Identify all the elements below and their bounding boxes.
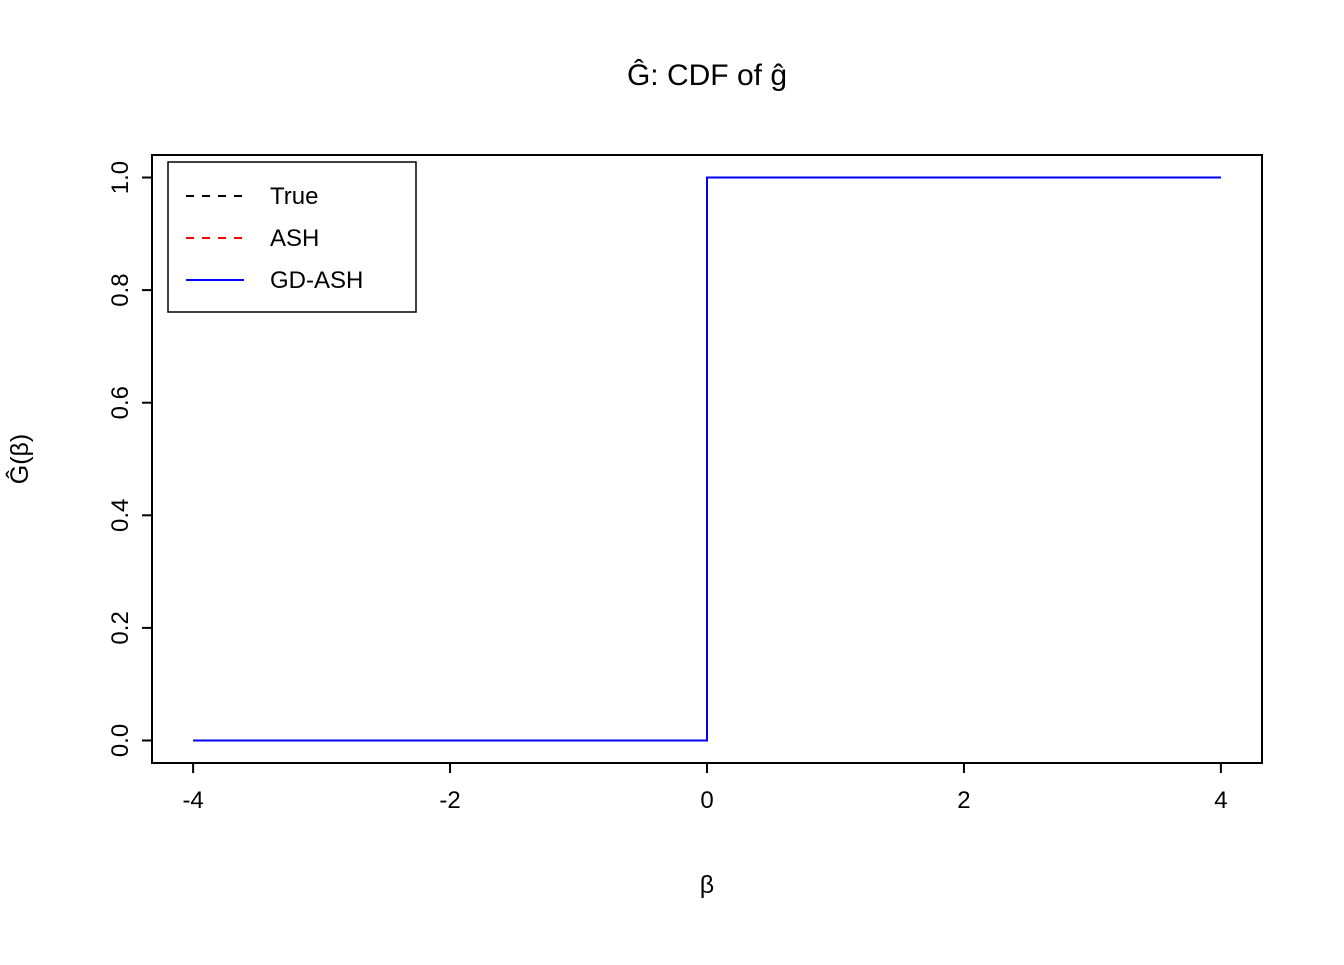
x-tick-label: 0 (700, 787, 713, 814)
series-line-gd-ash (193, 176, 1221, 742)
legend-box (167, 161, 417, 313)
legend-item-true: True (186, 183, 318, 210)
legend-label: GD-ASH (270, 267, 363, 294)
legend-label: True (270, 183, 318, 210)
chart-title: Ĝ: CDF of ĝ (627, 58, 787, 92)
legend-item-ash: ASH (186, 225, 319, 252)
legend: True ASH GD-ASH (167, 161, 417, 313)
y-tick-label: 0.2 (107, 611, 134, 644)
y-tick-label: 0.8 (107, 273, 134, 306)
x-tick-label: -4 (182, 787, 203, 814)
x-tick-label: 4 (1214, 787, 1227, 814)
y-axis-label: Ĝ(β) (5, 434, 34, 484)
legend-item-gd-ash: GD-ASH (186, 267, 363, 294)
x-axis-label: β (700, 871, 714, 899)
x-tick-label: 2 (957, 787, 970, 814)
y-tick-label: 0.6 (107, 386, 134, 419)
plot-area: -4 -2 0 2 4 0.0 0.2 0.4 0.6 0.8 1.0 (107, 154, 1263, 814)
y-tick-label: 0.4 (107, 499, 134, 532)
x-tick-label: -2 (439, 787, 460, 814)
y-tick-label: 0.0 (107, 724, 134, 757)
y-tick-label: 1.0 (107, 161, 134, 194)
legend-label: ASH (270, 225, 319, 252)
